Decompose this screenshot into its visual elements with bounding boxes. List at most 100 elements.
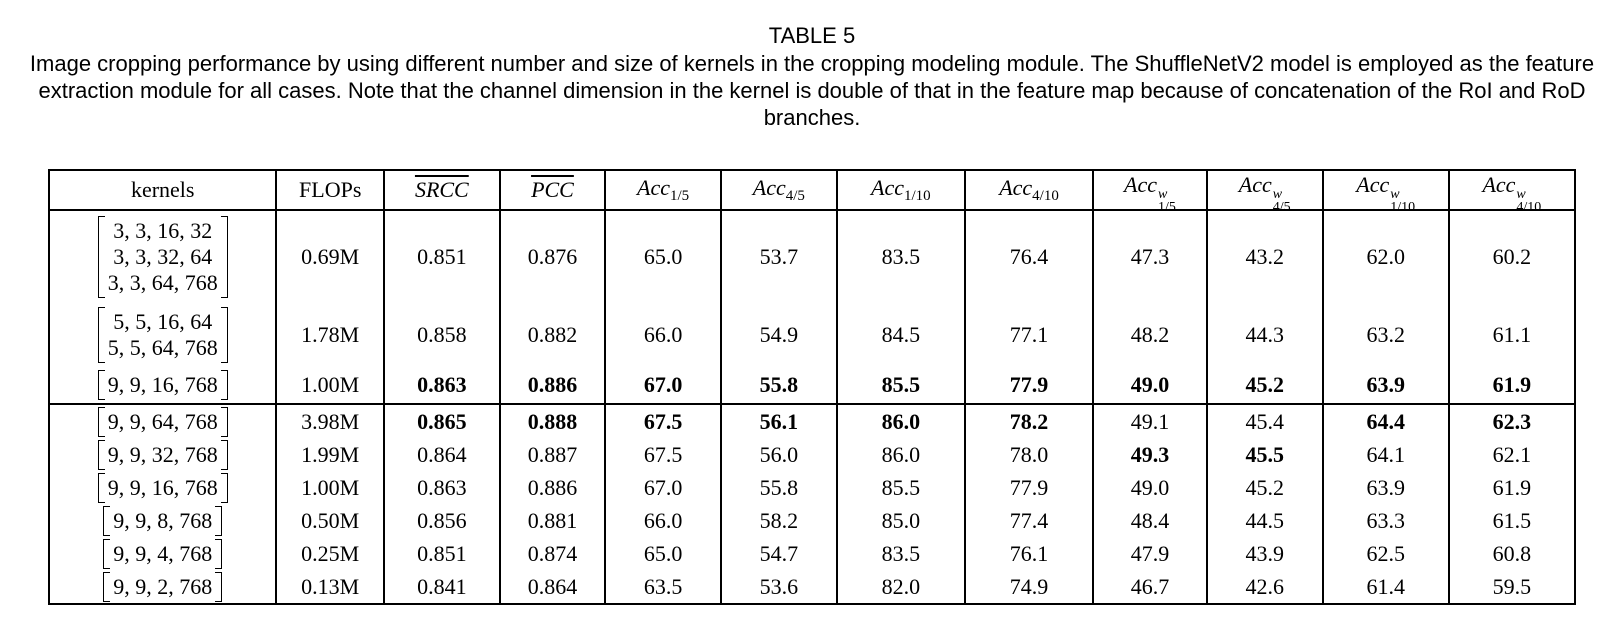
cell-acc-4-10: 76.1 [964,537,1095,570]
cell-srcc: 0.851 [383,537,501,570]
cell-acc-1-10: 83.5 [836,537,966,570]
cell-acc-4-10: 76.4 [964,210,1095,303]
cell-accw-1-5: 48.2 [1093,303,1208,367]
col-header-srcc: SRCC [383,170,501,211]
cell-srcc: 0.864 [383,438,501,471]
cell-accw-4-5: 42.6 [1206,570,1324,604]
kernel-spec: 9, 9, 16, 768 [107,372,218,397]
cell-accw-1-10: 63.2 [1322,303,1450,367]
cell-accw-4-10: 60.8 [1492,540,1532,566]
cell-accw-1-5: 49.3 [1093,438,1208,471]
table-row: 5, 5, 16, 64 5, 5, 64, 768 1.78M 0.858 0.882… [49,303,1575,367]
cell-acc-1-5: 66.0 [605,504,722,537]
cell-flops: 1.99M [276,438,385,471]
cell-pcc: 0.876 [499,210,607,303]
cell-acc-1-5: 66.0 [605,303,722,367]
kernel-spec: 5, 5, 64, 768 [107,335,218,360]
cell-acc-1-10: 85.5 [836,471,966,504]
cell-acc-4-5: 56.0 [720,438,838,471]
cell-acc-4-10: 77.4 [964,504,1095,537]
table-row: 9, 9, 4, 768 0.25M 0.851 0.874 65.0 54.7 83.5 7… [49,537,1575,570]
cell-accw-4-10: 61.1 [1492,322,1532,347]
cell-accw-1-5: 48.4 [1093,504,1208,537]
kernels-cell: 9, 9, 8, 768 [49,504,278,537]
cell-acc-4-10: 77.9 [964,367,1095,404]
cell-accw-4-10: 62.1 [1492,441,1532,467]
kernels-cell: 9, 9, 32, 768 [49,438,278,471]
cell-accw-1-10: 62.5 [1322,537,1450,570]
cell-acc-4-5: 55.8 [720,367,838,404]
table-row: 9, 9, 64, 768 3.98M 0.865 0.888 67.5 56.1 86.0… [49,403,1575,438]
cell-acc-1-10: 86.0 [836,438,966,471]
cell-acc-4-10: 77.9 [964,471,1095,504]
col-header-pcc: PCC [499,170,607,211]
kernel-matrix: 9, 9, 16, 768 [97,472,228,503]
kernels-cell: 9, 9, 64, 768 [49,403,278,438]
cell-srcc: 0.863 [383,367,501,404]
cell-acc-1-10: 84.5 [836,303,966,367]
cell-acc-4-5: 53.6 [720,570,838,604]
kernel-spec: 3, 3, 64, 768 [107,270,218,295]
cell-accw-1-10: 63.9 [1322,367,1450,404]
cell-acc-1-10: 85.5 [836,367,966,404]
kernel-spec: 9, 9, 8, 768 [113,507,213,533]
cell-pcc: 0.881 [499,504,607,537]
cell-flops: 0.69M [276,210,385,303]
cell-acc-4-5: 56.1 [720,403,838,438]
cell-accw-4-5: 44.5 [1206,504,1324,537]
cell-accw-1-5: 49.0 [1093,367,1208,404]
kernels-cell: 9, 9, 2, 768 [49,570,278,604]
cell-accw-4-5: 45.5 [1206,438,1324,471]
cell-accw-4-5: 43.2 [1206,210,1324,303]
kernel-spec: 9, 9, 4, 768 [113,540,213,566]
col-header-accw-4-10: Acc w 4/10 [1448,170,1575,215]
kernel-spec: 3, 3, 32, 64 [113,244,213,269]
cell-flops: 0.50M [276,504,385,537]
table-body: 3, 3, 16, 32 3, 3, 32, 64 3, 3, 64, 768 0.6… [49,210,1575,604]
kernels-cell: 9, 9, 16, 768 [49,471,278,504]
kernel-spec: 9, 9, 16, 768 [107,474,218,500]
table-row: 9, 9, 32, 768 1.99M 0.864 0.887 67.5 56.0 86.0… [49,438,1575,471]
cell-accw-1-10: 64.1 [1322,438,1450,471]
cell-acc-4-10: 78.0 [964,438,1095,471]
cell-acc-1-5: 67.5 [605,438,722,471]
cell-pcc: 0.882 [499,303,607,367]
col-header-kernels: kernels [49,170,278,211]
col-header-acc-1-5: Acc1/5 [605,170,722,211]
kernel-matrix: 9, 9, 2, 768 [103,571,223,602]
cell-accw-4-5: 45.2 [1206,367,1324,404]
cell-flops: 1.00M [276,367,385,404]
cell-acc-4-10: 74.9 [964,570,1095,604]
cell-accw-1-5: 49.0 [1093,471,1208,504]
kernel-spec: 5, 5, 16, 64 [113,309,213,334]
cell-acc-1-10: 82.0 [836,570,966,604]
cell-acc-1-10: 86.0 [836,403,966,438]
col-header-accw-1-5: Acc w 1/5 [1093,170,1208,215]
col-header-acc-4-10: Acc4/10 [964,170,1095,211]
cell-acc-4-10: 78.2 [964,403,1095,438]
kernel-spec: 9, 9, 32, 768 [107,441,218,467]
cell-accw-4-10: 61.5 [1492,507,1532,533]
header-row: kernels FLOPs SRCC PCC Acc1/5 Acc4/5 Acc… [49,170,1575,215]
cell-acc-4-10: 77.1 [964,303,1095,367]
cell-accw-4-10: 62.3 [1448,403,1575,438]
kernel-matrix: 9, 9, 4, 768 [103,538,223,569]
cell-flops: 0.25M [276,537,385,570]
cell-srcc: 0.858 [383,303,501,367]
table-caption-text: Image cropping performance by using diff… [29,51,1595,130]
cell-acc-1-5: 67.0 [605,471,722,504]
results-table: kernels FLOPs SRCC PCC Acc1/5 Acc4/5 Acc… [48,169,1576,605]
cell-pcc: 0.874 [499,537,607,570]
kernel-matrix: 9, 9, 8, 768 [103,505,223,536]
cell-flops: 1.78M [276,303,385,367]
cell-accw-1-10: 64.4 [1322,403,1450,438]
cell-acc-1-5: 65.0 [605,210,722,303]
cell-acc-4-5: 53.7 [720,210,838,303]
cell-flops: 3.98M [276,403,385,438]
table-row: 9, 9, 8, 768 0.50M 0.856 0.881 66.0 58.2 85.0 7… [49,504,1575,537]
cell-acc-4-5: 54.9 [720,303,838,367]
cell-acc-1-5: 65.0 [605,537,722,570]
cell-accw-1-10: 63.9 [1322,471,1450,504]
table-row: 3, 3, 16, 32 3, 3, 32, 64 3, 3, 64, 768 0.6… [49,210,1575,303]
cell-accw-4-5: 45.4 [1206,403,1324,438]
